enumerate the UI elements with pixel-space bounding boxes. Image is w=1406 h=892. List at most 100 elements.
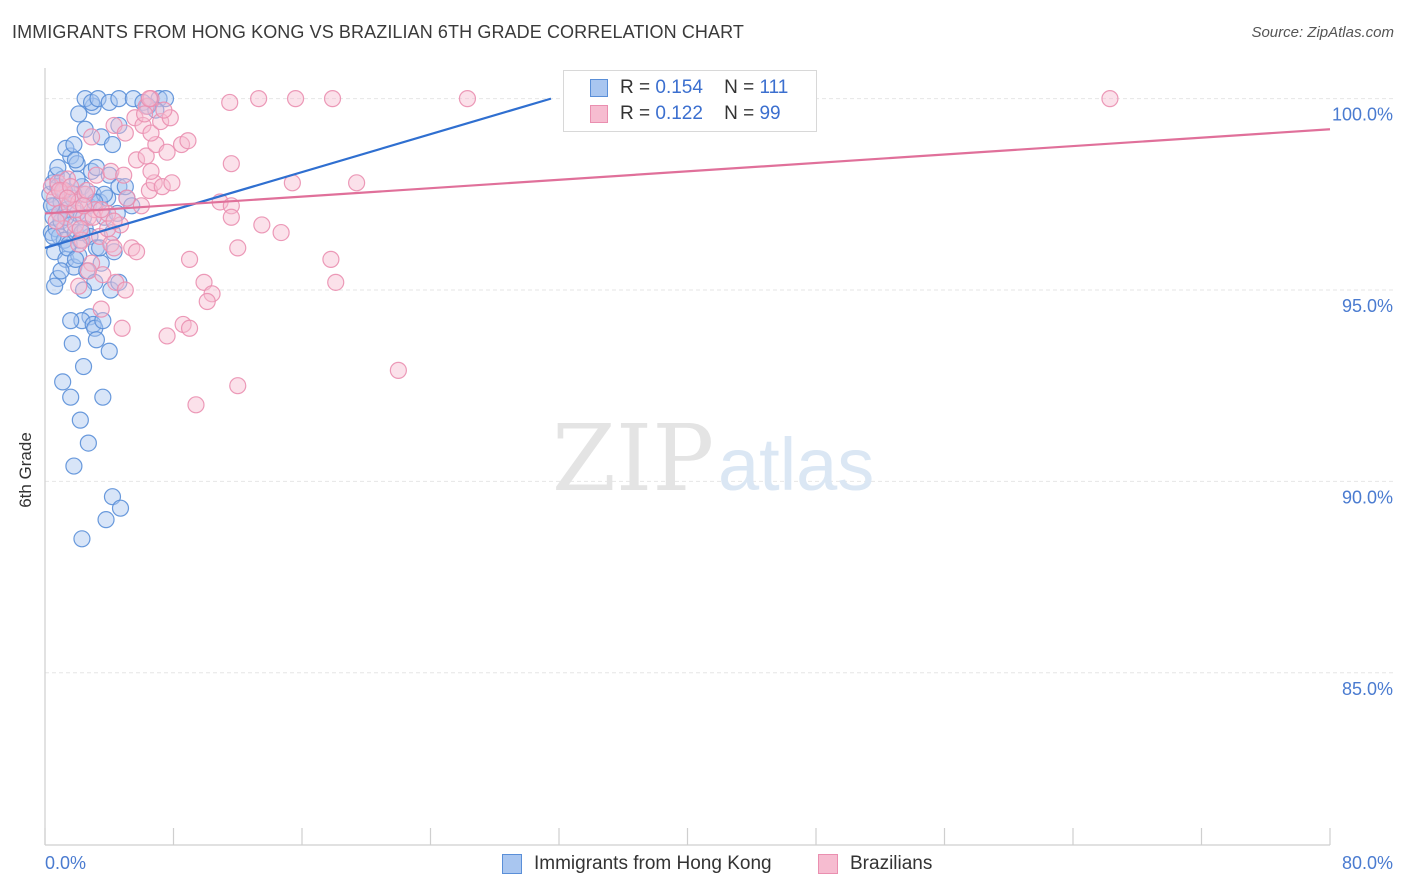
brazilian-point	[222, 208, 240, 226]
source-credit: Source: ZipAtlas.com	[1251, 24, 1394, 41]
brazilian-point	[155, 101, 173, 119]
legend-swatch-pink	[818, 854, 838, 874]
hong-kong-point	[52, 262, 70, 280]
y-tick-label: 90.0%	[1342, 487, 1393, 507]
brazilian-point	[327, 273, 345, 291]
y-tick-label: 100.0%	[1332, 105, 1393, 125]
legend-n-value: 99	[759, 103, 781, 124]
brazilian-point	[70, 277, 88, 295]
hong-kong-point	[111, 499, 130, 517]
axes	[44, 68, 1331, 846]
brazilian-point	[180, 250, 199, 268]
trend-lines	[44, 97, 1331, 249]
brazilian-point	[113, 319, 131, 337]
brazilian-point	[118, 189, 136, 207]
hong-kong-point	[62, 312, 80, 330]
brazilian-point	[180, 319, 199, 337]
brazilian-point	[250, 90, 268, 108]
brazilian-point	[222, 155, 240, 173]
hong-kong-point	[63, 334, 81, 353]
brazilian-point	[221, 93, 239, 112]
brazilian-point	[58, 189, 77, 207]
brazilian-point	[179, 132, 197, 150]
brazilian-point	[78, 181, 96, 200]
brazilian-point	[198, 292, 216, 311]
hong-kong-point	[89, 90, 107, 108]
brazilian-point	[82, 128, 101, 146]
x-tick-label: 0.0%	[45, 853, 86, 873]
hong-kong-point	[54, 373, 72, 391]
legend-swatch-blue	[502, 854, 522, 874]
watermark-atlas: atlas	[718, 423, 874, 506]
hong-kong-point	[73, 530, 91, 548]
bottom-legend-label: Immigrants from Hong Kong	[534, 853, 772, 874]
hong-kong-point	[87, 331, 106, 349]
hong-kong-point	[49, 158, 67, 177]
brazilian-point	[71, 220, 89, 238]
hong-kong-point	[66, 151, 85, 169]
legend-n-value: 111	[759, 77, 789, 98]
brazilian-point	[229, 377, 247, 395]
hong-kong-point	[74, 357, 93, 376]
hong-kong-point	[65, 135, 83, 154]
hong-kong-point	[65, 457, 83, 475]
brazilian-point	[323, 90, 342, 108]
brazilian-point	[105, 239, 123, 257]
brazilian-point	[163, 174, 181, 192]
hong-kong-point	[62, 388, 80, 406]
hong-kong-point	[57, 139, 75, 157]
brazilian-point	[87, 166, 106, 184]
hong-kong-point	[97, 511, 115, 529]
legend-swatch-blue	[590, 79, 608, 97]
brazilian-point	[253, 216, 271, 234]
brazilian-point	[127, 243, 146, 261]
legend-n-label: N =	[724, 77, 755, 98]
brazilian-point	[458, 90, 477, 108]
brazilian-point	[348, 174, 366, 192]
brazilian-point	[142, 162, 160, 180]
hong-kong-point	[100, 93, 118, 112]
brazilian-point	[158, 327, 176, 345]
legend-r-label: R =	[620, 103, 651, 124]
brazilian-point	[389, 361, 407, 379]
legend-r-label: R =	[620, 77, 651, 98]
hong-kong-point	[94, 388, 112, 406]
brazilian-point	[158, 143, 176, 161]
brazilian-point	[102, 162, 120, 180]
brazilian-point	[153, 178, 171, 196]
brazilian-point	[142, 124, 160, 142]
hong-kong-point	[70, 105, 88, 123]
hong-kong-point	[79, 434, 97, 452]
brazilian-point	[187, 396, 205, 414]
brazilian-point	[229, 239, 247, 257]
brazilian-point	[79, 262, 97, 280]
brazilian-point	[1101, 90, 1119, 108]
brazilian-point	[47, 212, 65, 230]
hong-kong-point	[66, 250, 85, 268]
correlation-legend: R = 0.154 N = 111 R = 0.122 N = 99	[563, 70, 817, 132]
hong-kong-point	[71, 411, 89, 429]
hong-kong-point	[110, 90, 128, 108]
brazilian-point	[115, 166, 133, 184]
legend-swatch-pink	[590, 105, 608, 123]
brazilian-point	[116, 124, 134, 142]
gridlines	[45, 98, 1395, 674]
y-tick-label: 85.0%	[1342, 679, 1393, 699]
brazilian-point	[272, 223, 290, 242]
brazilian-point	[105, 212, 123, 230]
watermark-zip: ZIP	[552, 405, 714, 512]
brazilian-point	[127, 151, 146, 169]
brazilian-point	[322, 250, 340, 268]
brazilian-trend-line	[44, 128, 1331, 215]
brazilian-point	[286, 90, 305, 108]
brazilian-point	[135, 105, 154, 123]
data-points	[41, 90, 1119, 548]
hong-kong-point	[103, 135, 122, 154]
tick-labels: 100.0% 95.0% 90.0% 85.0% 0.0% 80.0%	[45, 105, 1393, 873]
brazilian-point	[140, 90, 159, 108]
hong-kong-point	[100, 342, 118, 360]
hong-kong-point	[46, 277, 64, 295]
legend-r-value: 0.154	[655, 77, 703, 98]
chart-title: IMMIGRANTS FROM HONG KONG VS BRAZILIAN 6…	[12, 22, 745, 42]
